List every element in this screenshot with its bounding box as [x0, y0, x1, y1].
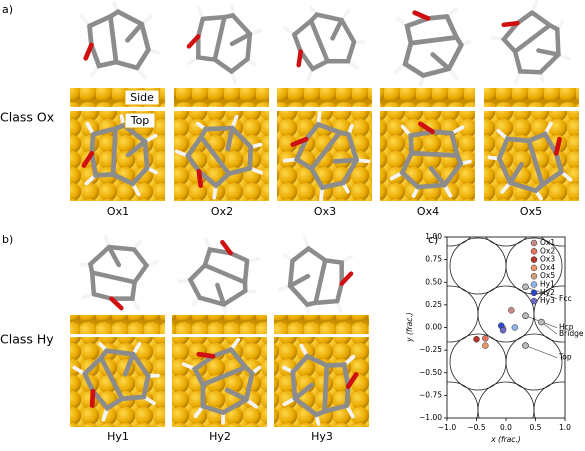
y-axis-label: y (frac.) — [405, 312, 414, 343]
panel-label: b) — [2, 233, 13, 246]
legend-marker — [530, 248, 538, 255]
structure-label: Hy3 — [311, 430, 333, 443]
x-tick-label: 0.5 — [530, 423, 542, 432]
legend-label: Hy3 — [540, 296, 555, 305]
x-tick-label: −1.0 — [438, 423, 456, 432]
legend-label: Ox1 — [540, 238, 555, 247]
x-axis-label: x (frac.) — [490, 435, 521, 444]
site-label: Top — [558, 353, 572, 362]
y-tick-label: 0.25 — [425, 300, 442, 309]
site-marker — [538, 318, 545, 326]
site-label: Hcp — [559, 323, 574, 332]
legend-label: Ox4 — [540, 263, 555, 272]
class-label: Class Hy — [0, 332, 54, 347]
y-tick-label: −0.75 — [419, 390, 442, 399]
y-tick-label: −1.00 — [419, 413, 442, 422]
panel-b-images — [70, 226, 369, 429]
legend-marker — [530, 289, 538, 297]
structure-label: Hy1 — [107, 430, 129, 443]
legend-marker — [530, 256, 538, 263]
point — [482, 342, 489, 349]
legend-marker — [530, 264, 538, 272]
panel-a-images — [70, 0, 583, 209]
legend-marker — [530, 239, 538, 247]
y-tick-label: 0.75 — [425, 255, 442, 264]
point — [473, 336, 480, 343]
x-tick-label: 0.0 — [500, 423, 512, 432]
legend-label: Ox3 — [540, 255, 555, 264]
structure-label: Hy2 — [209, 430, 231, 443]
point — [508, 307, 515, 314]
structure-label: Ox4 — [417, 205, 439, 218]
point — [499, 326, 507, 334]
class-label: Class Ox — [0, 110, 54, 125]
structure-label: Ox5 — [520, 205, 542, 218]
side-label: Side — [130, 91, 154, 104]
y-tick-label: −0.50 — [419, 368, 442, 377]
legend-marker — [530, 281, 538, 288]
site-leader — [525, 345, 558, 358]
panel-label: c) — [428, 233, 438, 246]
site-label: Bridge — [559, 329, 584, 338]
legend-label: Ox5 — [540, 271, 555, 280]
x-tick-label: −0.5 — [467, 423, 485, 432]
structure-label: Ox2 — [211, 205, 233, 218]
y-tick-label: 0.50 — [425, 277, 442, 286]
site-leader — [525, 286, 558, 300]
top-label: Top — [130, 114, 150, 127]
panel-label: a) — [2, 3, 13, 16]
legend-label: Ox2 — [540, 246, 555, 255]
legend-marker — [530, 297, 538, 305]
y-tick-label: 0.00 — [425, 323, 442, 332]
legend-label: Hy2 — [540, 288, 555, 297]
y-tick-label: −0.25 — [419, 345, 442, 354]
structure-label: Ox3 — [314, 205, 336, 218]
lattice — [447, 237, 565, 418]
x-tick-label: 1.0 — [559, 423, 571, 432]
point — [482, 335, 489, 342]
legend-label: Hy1 — [540, 280, 555, 289]
legend-marker — [530, 272, 538, 280]
site-marker — [522, 312, 529, 320]
structure-label: Ox1 — [107, 205, 129, 218]
site-marker — [522, 342, 529, 349]
site-marker — [522, 283, 529, 291]
y-tick-label: 1.00 — [425, 232, 442, 241]
site-label: Fcc — [559, 294, 572, 303]
point — [511, 324, 519, 331]
